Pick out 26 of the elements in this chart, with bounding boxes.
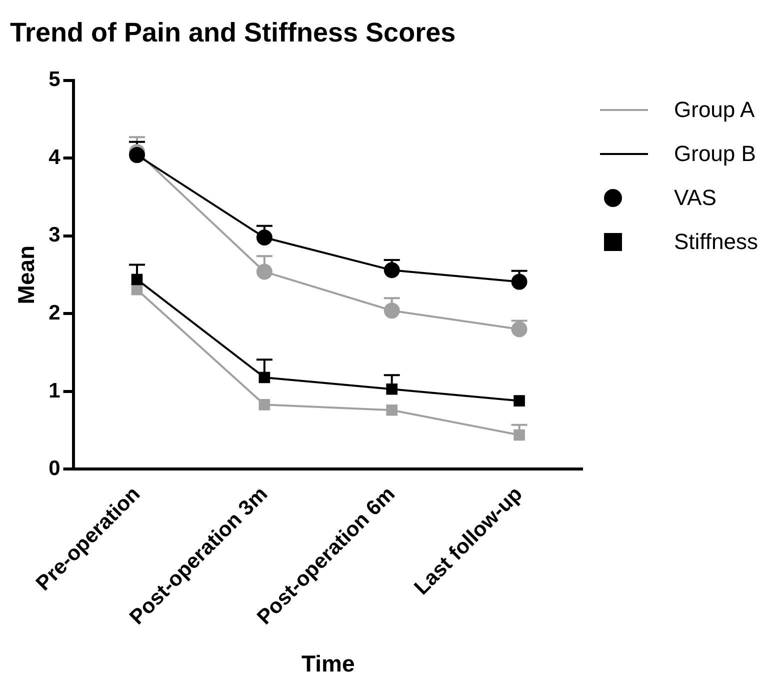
y-tick-label: 0 (48, 457, 60, 480)
point (256, 264, 272, 280)
legend-label: Group A (674, 97, 755, 123)
y-tick-label: 1 (48, 379, 61, 402)
point (514, 395, 525, 406)
point (511, 274, 528, 290)
y-tick-label: 2 (48, 301, 60, 324)
point (514, 429, 525, 441)
y-tick-label: 3 (48, 224, 60, 247)
point (384, 262, 400, 278)
point (256, 229, 272, 246)
y-tick-label: 5 (48, 68, 61, 92)
chart-title: Trend of Pain and Stiffness Scores (10, 18, 456, 48)
text: VAS (674, 185, 716, 211)
point (128, 147, 145, 164)
point (258, 372, 270, 384)
point (258, 399, 270, 410)
point (386, 383, 398, 395)
y-tick-label: 4 (48, 146, 61, 169)
point (386, 404, 398, 416)
x-axis-title: Time (302, 650, 355, 677)
point (384, 302, 400, 319)
y-axis-title: Mean (13, 245, 40, 304)
legend-label: Group B (674, 141, 756, 167)
text: Stiffness (674, 229, 758, 255)
point (131, 274, 143, 286)
